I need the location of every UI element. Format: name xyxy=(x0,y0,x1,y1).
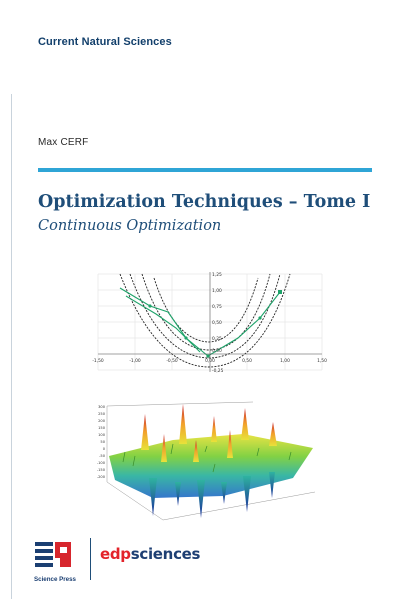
z-tick-label: -150 xyxy=(97,468,106,472)
contour-curves xyxy=(119,273,291,368)
book-title: Optimization Techniques – Tome I xyxy=(38,192,371,212)
y-tick-label: 0,75 xyxy=(212,304,222,310)
author-name: Max CERF xyxy=(38,137,89,148)
science-press-mark-icon xyxy=(35,542,71,570)
edp-sciences-logo: edpsciences xyxy=(100,545,200,563)
surface-mesh xyxy=(109,434,313,498)
x-tick-label: -1,50 xyxy=(92,358,104,364)
z-tick-label: 0 xyxy=(103,447,106,451)
y-tick-label: -0,25 xyxy=(212,368,224,374)
z-tick-label: -200 xyxy=(97,475,106,479)
z-tick-label: 100 xyxy=(98,433,106,437)
accent-bar xyxy=(38,168,372,172)
science-press-caption: Science Press xyxy=(34,576,76,583)
x-tick-label: -1,00 xyxy=(129,358,141,364)
y-tick-label: 0,00 xyxy=(212,348,222,354)
surface-axes-box xyxy=(106,401,316,521)
surface-spikes xyxy=(122,443,292,473)
x-tick-label: -0,50 xyxy=(166,358,178,364)
z-tick-label: 200 xyxy=(98,419,106,423)
optimization-path xyxy=(119,287,281,357)
x-tick-label: 0,00 xyxy=(205,358,215,364)
y-tick-label: 1,25 xyxy=(212,272,222,278)
book-subtitle: Continuous Optimization xyxy=(38,218,222,234)
sciences-logo-text: sciences xyxy=(130,545,201,563)
cover-edge-rule xyxy=(11,94,12,599)
z-tick-label: -100 xyxy=(97,461,106,465)
z-tick-label: 150 xyxy=(98,426,106,430)
surface-peaks xyxy=(141,404,277,462)
science-press-logo: Science Press xyxy=(34,540,76,588)
z-tick-label: 50 xyxy=(100,440,105,444)
x-tick-label: 0,50 xyxy=(242,358,252,364)
logo-divider xyxy=(90,538,91,580)
x-tick-label: 1,00 xyxy=(280,358,290,364)
z-tick-label: 300 xyxy=(98,405,106,409)
y-tick-label: 1,00 xyxy=(212,288,222,294)
surface-troughs xyxy=(149,472,275,518)
z-tick-label: -50 xyxy=(99,454,106,458)
contour-plot-figure: -1,50 -1,00 -0,50 0,00 0,50 1,00 1,50 1,… xyxy=(92,272,327,374)
y-tick-label: 0,25 xyxy=(212,336,222,342)
edp-logo-text: edp xyxy=(100,545,131,563)
series-name: Current Natural Sciences xyxy=(38,36,172,48)
path-markers xyxy=(148,290,282,358)
y-tick-label: 0,50 xyxy=(212,320,222,326)
z-tick-label: 250 xyxy=(98,412,106,416)
surface-plot-figure: 300 250 200 150 100 50 0 -50 -100 -150 -… xyxy=(97,401,316,521)
x-tick-label: 1,50 xyxy=(317,358,327,364)
